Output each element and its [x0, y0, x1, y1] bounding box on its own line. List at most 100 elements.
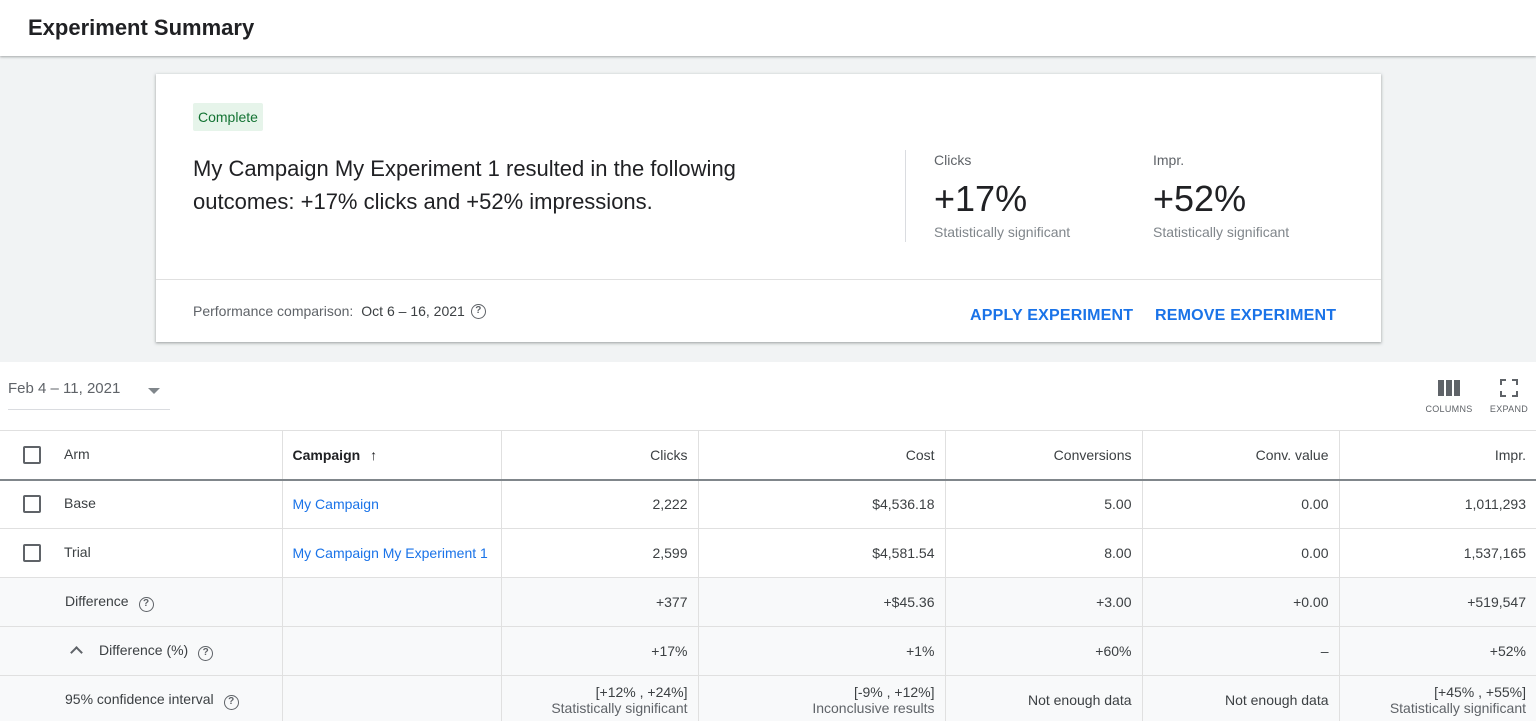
- metric-value: +52%: [1153, 178, 1247, 219]
- ci-significance: Statistically significant: [1389, 700, 1526, 716]
- select-all-checkbox[interactable]: [23, 445, 41, 464]
- sort-arrow-up-icon: ↑: [370, 446, 378, 463]
- clicks-cell: +377: [501, 577, 699, 627]
- cost-cell: +$45.36: [698, 577, 946, 627]
- conv-value-cell: +0.00: [1142, 577, 1340, 627]
- campaign-header-label: Campaign: [292, 446, 361, 463]
- empty-cell: [282, 675, 502, 721]
- columns-icon: [1424, 376, 1474, 400]
- metric-label: Impr.: [1153, 152, 1185, 168]
- impr-cell: +52%: [1339, 626, 1536, 676]
- conversions-cell: +60%: [945, 626, 1143, 676]
- results-panel: Feb 4 – 11, 2021 COLUMNS EXPAND Arm Camp…: [0, 362, 1536, 721]
- table-row: Trial My Campaign My Experiment 1 2,599 …: [0, 528, 1536, 578]
- ci-range: [+45% , +55%]: [1434, 684, 1526, 700]
- arm-name: Trial: [64, 543, 91, 560]
- arm-name: Base: [64, 495, 96, 512]
- remove-experiment-button[interactable]: REMOVE EXPERIMENT: [1155, 307, 1337, 324]
- conversions-cell: 5.00: [945, 479, 1143, 529]
- metric-label: Clicks: [934, 152, 972, 168]
- arm-header-label: Arm: [64, 445, 90, 462]
- conversions-ci-cell: Not enough data: [945, 675, 1143, 721]
- difference-row: Difference? +377 +$45.36 +3.00 +0.00 +51…: [0, 577, 1536, 627]
- cost-ci-cell: [-9% , +12%] Inconclusive results: [698, 675, 946, 721]
- clicks-cell: +17%: [501, 626, 699, 676]
- cost-cell: $4,536.18: [698, 479, 946, 529]
- columns-button[interactable]: COLUMNS: [1424, 376, 1474, 414]
- campaign-cell: My Campaign: [282, 479, 502, 529]
- impressions-metric: Impr. +52% Statistically significant: [1153, 152, 1289, 240]
- experiment-results-table: Arm Campaign ↑ Clicks Cost Conversions C…: [0, 430, 1536, 721]
- ci-significance: Inconclusive results: [812, 700, 935, 716]
- difference-label: Difference: [65, 592, 129, 609]
- confidence-interval-row: 95% confidence interval? [+12% , +24%] St…: [0, 675, 1536, 721]
- ci-range: [-9% , +12%]: [853, 684, 935, 700]
- expand-button[interactable]: EXPAND: [1487, 376, 1531, 414]
- status-badge: Complete: [193, 103, 263, 131]
- impr-cell: 1,537,165: [1339, 528, 1536, 578]
- table-row: Base My Campaign 2,222 $4,536.18 5.00 0.…: [0, 479, 1536, 529]
- row-checkbox[interactable]: [23, 544, 41, 563]
- top-bar: Experiment Summary: [0, 0, 1536, 56]
- conv-value-cell: 0.00: [1142, 479, 1340, 529]
- conversions-column-header[interactable]: Conversions: [945, 430, 1143, 481]
- help-icon[interactable]: ?: [223, 694, 239, 710]
- performance-comparison-dates: Oct 6 – 16, 2021: [361, 303, 465, 319]
- clicks-cell: 2,599: [501, 528, 699, 578]
- help-icon[interactable]: ?: [198, 645, 214, 661]
- expand-label: EXPAND: [1489, 404, 1529, 414]
- collapse-chevron-up-icon[interactable]: [70, 645, 83, 659]
- clicks-metric: Clicks +17% Statistically significant: [934, 152, 1070, 240]
- difference-percent-row: Difference (%)? +17% +1% +60% – +52%: [0, 626, 1536, 676]
- metric-significance: Statistically significant: [934, 224, 1071, 240]
- performance-comparison-label: Performance comparison:: [193, 303, 354, 319]
- apply-experiment-button[interactable]: APPLY EXPERIMENT: [970, 307, 1134, 324]
- difference-label-cell: Difference?: [0, 577, 283, 627]
- metric-divider: [905, 150, 906, 242]
- arm-cell: Base: [0, 479, 283, 529]
- metric-value: +17%: [934, 178, 1028, 219]
- difference-percent-label-cell: Difference (%)?: [0, 626, 283, 676]
- clicks-column-header[interactable]: Clicks: [501, 430, 699, 481]
- campaign-column-header[interactable]: Campaign ↑: [282, 430, 502, 481]
- impr-cell: 1,011,293: [1339, 479, 1536, 529]
- dropdown-arrow-icon: [148, 388, 160, 394]
- empty-cell: [282, 626, 502, 676]
- cost-column-header[interactable]: Cost: [698, 430, 946, 481]
- clicks-cell: 2,222: [501, 479, 699, 529]
- clicks-ci-cell: [+12% , +24%] Statistically significant: [501, 675, 699, 721]
- confidence-label: 95% confidence interval: [65, 690, 214, 707]
- experiment-summary-card: Complete My Campaign My Experiment 1 res…: [156, 74, 1381, 342]
- campaign-link[interactable]: My Campaign My Experiment 1: [292, 545, 488, 561]
- metric-significance: Statistically significant: [1153, 224, 1290, 240]
- conv-value-ci-cell: Not enough data: [1142, 675, 1340, 721]
- conversions-cell: 8.00: [945, 528, 1143, 578]
- help-icon[interactable]: ?: [138, 596, 154, 612]
- ci-range: [+12% , +24%]: [595, 684, 688, 700]
- summary-headline: My Campaign My Experiment 1 resulted in …: [193, 156, 736, 214]
- impr-cell: +519,547: [1339, 577, 1536, 627]
- page-title: Experiment Summary: [28, 15, 255, 40]
- difference-percent-label: Difference (%): [99, 641, 189, 658]
- ci-significance: Statistically significant: [551, 700, 688, 716]
- date-range-value: Feb 4 – 11, 2021: [8, 380, 121, 397]
- campaign-cell: My Campaign My Experiment 1: [282, 528, 502, 578]
- table-header-row: Arm Campaign ↑ Clicks Cost Conversions C…: [0, 430, 1536, 481]
- date-range-selector[interactable]: Feb 4 – 11, 2021: [8, 380, 170, 410]
- row-checkbox[interactable]: [23, 495, 41, 514]
- conv-value-cell: 0.00: [1142, 528, 1340, 578]
- confidence-label-cell: 95% confidence interval?: [0, 675, 283, 721]
- conv-value-column-header[interactable]: Conv. value: [1142, 430, 1340, 481]
- arm-column-header: Arm: [0, 430, 283, 481]
- campaign-link[interactable]: My Campaign: [292, 496, 379, 513]
- empty-cell: [282, 577, 502, 627]
- performance-comparison: Performance comparison: Oct 6 – 16, 2021…: [193, 303, 486, 319]
- impr-ci-cell: [+45% , +55%] Statistically significant: [1339, 675, 1536, 721]
- cost-cell: +1%: [698, 626, 946, 676]
- fullscreen-icon: [1487, 376, 1531, 400]
- help-icon[interactable]: ?: [470, 303, 486, 319]
- columns-label: COLUMNS: [1425, 404, 1473, 414]
- cost-cell: $4,581.54: [698, 528, 946, 578]
- conv-value-cell: –: [1142, 626, 1340, 676]
- impr-column-header[interactable]: Impr.: [1339, 430, 1536, 481]
